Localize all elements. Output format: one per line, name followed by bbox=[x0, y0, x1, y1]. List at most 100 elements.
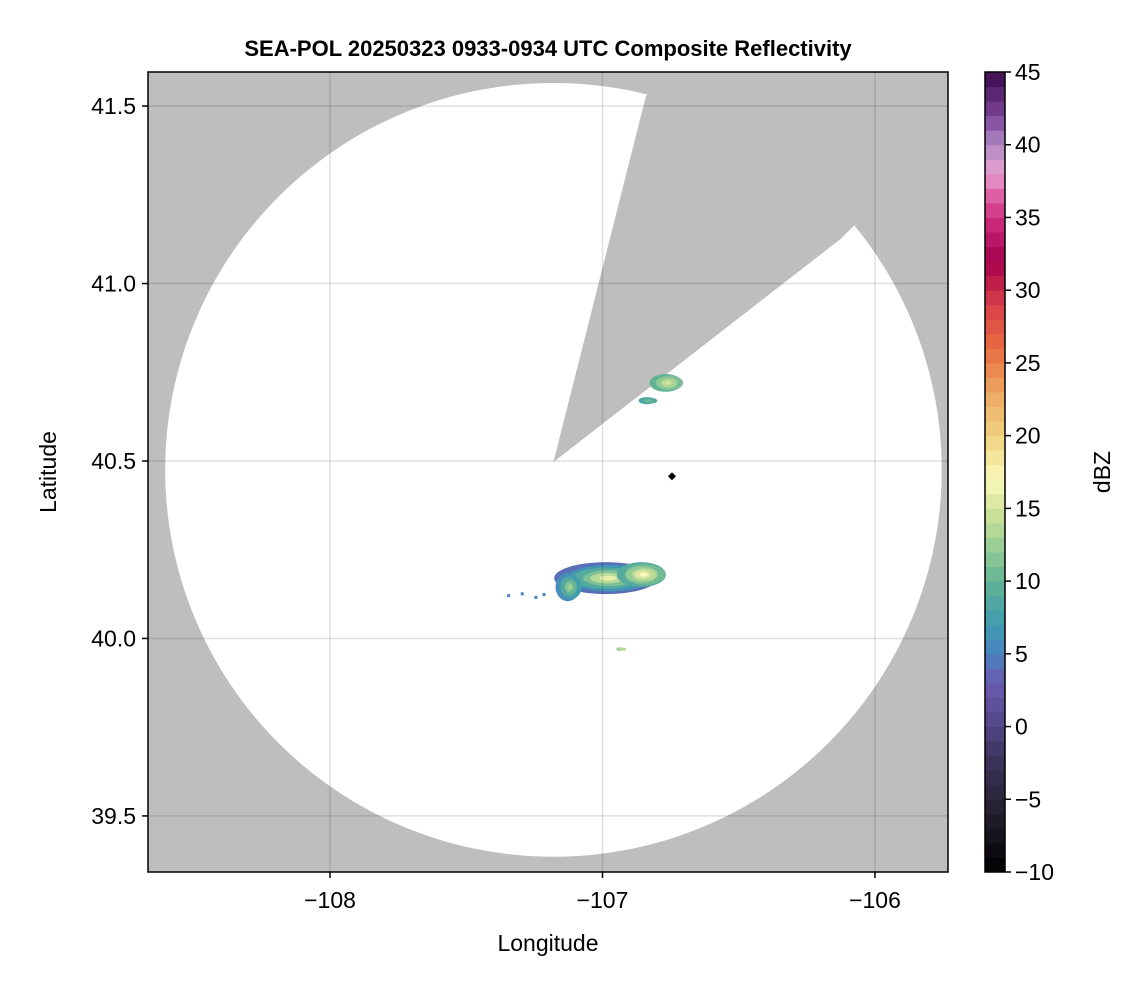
colorbar-band bbox=[985, 842, 1005, 858]
colorbar-band bbox=[985, 493, 1005, 509]
colorbar-band bbox=[985, 581, 1005, 597]
x-axis: −108 −107 −106 bbox=[304, 872, 901, 913]
colorbar-band bbox=[985, 275, 1005, 291]
colorbar-band bbox=[985, 188, 1005, 204]
x-tick-label: −106 bbox=[849, 887, 901, 913]
colorbar-band bbox=[985, 624, 1005, 640]
colorbar-band bbox=[985, 406, 1005, 422]
y-tick-label: 41.5 bbox=[91, 93, 136, 119]
colorbar-band bbox=[985, 232, 1005, 248]
colorbar-band bbox=[985, 741, 1005, 757]
colorbar-band bbox=[985, 304, 1005, 320]
colorbar-band bbox=[985, 246, 1005, 262]
colorbar-band bbox=[985, 697, 1005, 713]
y-axis: 39.5 40.0 40.5 41.0 41.5 bbox=[91, 93, 148, 829]
colorbar-band bbox=[985, 639, 1005, 655]
radar-site-marker bbox=[667, 472, 676, 481]
colorbar-band bbox=[985, 144, 1005, 160]
colorbar-tick-label: 10 bbox=[1015, 568, 1041, 594]
y-tick-label: 40.0 bbox=[91, 625, 136, 651]
colorbar-band bbox=[985, 130, 1005, 146]
colorbar-tick-label: 25 bbox=[1015, 350, 1041, 376]
colorbar-band bbox=[985, 479, 1005, 495]
colorbar-band bbox=[985, 435, 1005, 451]
colorbar-band bbox=[985, 566, 1005, 582]
gridlines bbox=[148, 72, 948, 872]
plot-area bbox=[148, 72, 948, 872]
colorbar-band bbox=[985, 115, 1005, 131]
colorbar-tick-label: −5 bbox=[1015, 786, 1041, 812]
colorbar-band bbox=[985, 813, 1005, 829]
colorbar-band bbox=[985, 261, 1005, 277]
echo-region bbox=[555, 572, 582, 602]
colorbar-band bbox=[985, 86, 1005, 102]
blocked-sector bbox=[553, 72, 948, 463]
colorbar-band bbox=[985, 537, 1005, 553]
echo-pixel bbox=[542, 593, 546, 597]
colorbar-tick-label: 40 bbox=[1015, 132, 1041, 158]
colorbar-band bbox=[985, 784, 1005, 800]
colorbar-label: dBZ bbox=[1089, 451, 1115, 493]
x-tick-label: −107 bbox=[577, 887, 629, 913]
colorbar-band bbox=[985, 682, 1005, 698]
colorbar-band bbox=[985, 799, 1005, 815]
colorbar-band bbox=[985, 770, 1005, 786]
colorbar-band bbox=[985, 72, 1005, 88]
echo-contour bbox=[568, 584, 573, 590]
echo-contour bbox=[620, 648, 625, 650]
x-axis-label: Longitude bbox=[497, 930, 598, 956]
colorbar-band bbox=[985, 712, 1005, 728]
echo-pixel bbox=[520, 592, 524, 596]
echo-contour bbox=[619, 648, 622, 650]
colorbar-tick-label: 45 bbox=[1015, 59, 1041, 85]
colorbar-band bbox=[985, 610, 1005, 626]
colorbar-tick-label: 0 bbox=[1015, 714, 1028, 740]
colorbar-band bbox=[985, 668, 1005, 684]
chart-title: SEA-POL 20250323 0933-0934 UTC Composite… bbox=[244, 36, 852, 61]
echo-contour bbox=[621, 648, 623, 650]
colorbar-band bbox=[985, 421, 1005, 437]
echo-contour bbox=[599, 575, 617, 581]
echo-region bbox=[616, 647, 626, 651]
colorbar-band bbox=[985, 857, 1005, 873]
colorbar-band bbox=[985, 333, 1005, 349]
colorbar-band bbox=[985, 362, 1005, 378]
echo-region bbox=[616, 562, 666, 587]
colorbar-frame bbox=[984, 71, 1006, 873]
colorbar-band bbox=[985, 828, 1005, 844]
colorbar-band bbox=[985, 319, 1005, 335]
echo-region bbox=[638, 397, 658, 405]
echo-pixel bbox=[534, 595, 538, 599]
colorbar-band bbox=[985, 217, 1005, 233]
axes-frame bbox=[147, 71, 949, 873]
colorbar-band bbox=[985, 173, 1005, 189]
colorbar-band bbox=[985, 392, 1005, 408]
colorbar-band bbox=[985, 522, 1005, 538]
colorbar-band bbox=[985, 653, 1005, 669]
echo-region bbox=[649, 374, 684, 392]
echo-contour bbox=[639, 572, 648, 577]
x-tick-label: −108 bbox=[304, 887, 356, 913]
colorbar-band bbox=[985, 348, 1005, 364]
colorbar-band bbox=[985, 755, 1005, 771]
colorbar-tick-label: 5 bbox=[1015, 641, 1028, 667]
colorbar-band bbox=[985, 464, 1005, 480]
colorbar-band bbox=[985, 450, 1005, 466]
y-axis-label: Latitude bbox=[35, 431, 61, 513]
colorbar-band bbox=[985, 159, 1005, 175]
echo-contour bbox=[647, 400, 651, 402]
colorbar-band bbox=[985, 595, 1005, 611]
colorbar-band bbox=[985, 726, 1005, 742]
colorbar-tick-label: 20 bbox=[1015, 423, 1041, 449]
colorbar-tick-label: −10 bbox=[1015, 859, 1054, 885]
colorbar-band bbox=[985, 202, 1005, 218]
echo-pixel bbox=[507, 594, 511, 598]
colorbar-band bbox=[985, 377, 1005, 393]
echo-contour bbox=[665, 381, 671, 385]
colorbar-band bbox=[985, 552, 1005, 568]
colorbar-tick-label: 30 bbox=[1015, 277, 1041, 303]
colorbar-tick-label: 15 bbox=[1015, 495, 1041, 521]
y-tick-label: 39.5 bbox=[91, 803, 136, 829]
y-tick-label: 40.5 bbox=[91, 448, 136, 474]
